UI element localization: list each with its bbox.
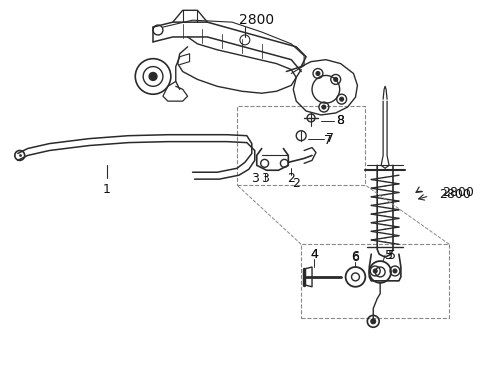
- Text: 5: 5: [388, 249, 396, 262]
- Text: 4: 4: [310, 248, 318, 261]
- Text: 7: 7: [324, 134, 332, 147]
- Circle shape: [373, 269, 377, 273]
- Text: 5: 5: [385, 249, 393, 262]
- Text: 2800: 2800: [443, 186, 474, 200]
- Text: 4: 4: [310, 248, 318, 261]
- Circle shape: [322, 105, 326, 109]
- Bar: [237, 106, 365, 185]
- Circle shape: [316, 72, 320, 75]
- Text: 3: 3: [251, 172, 259, 185]
- Text: 6: 6: [351, 250, 360, 263]
- Circle shape: [334, 77, 338, 82]
- Circle shape: [393, 269, 397, 273]
- Circle shape: [340, 97, 344, 101]
- Text: 2: 2: [292, 177, 300, 190]
- Text: 7: 7: [326, 132, 334, 145]
- Text: 2800: 2800: [439, 189, 471, 202]
- Text: 2: 2: [288, 172, 295, 185]
- Text: 2800: 2800: [239, 13, 274, 27]
- Circle shape: [371, 319, 376, 324]
- Text: 6: 6: [351, 251, 360, 264]
- Bar: [301, 244, 449, 319]
- Text: 8: 8: [336, 114, 344, 127]
- Circle shape: [149, 72, 157, 80]
- Text: 3: 3: [261, 172, 269, 185]
- Text: 8: 8: [336, 114, 344, 127]
- Text: 1: 1: [103, 183, 110, 196]
